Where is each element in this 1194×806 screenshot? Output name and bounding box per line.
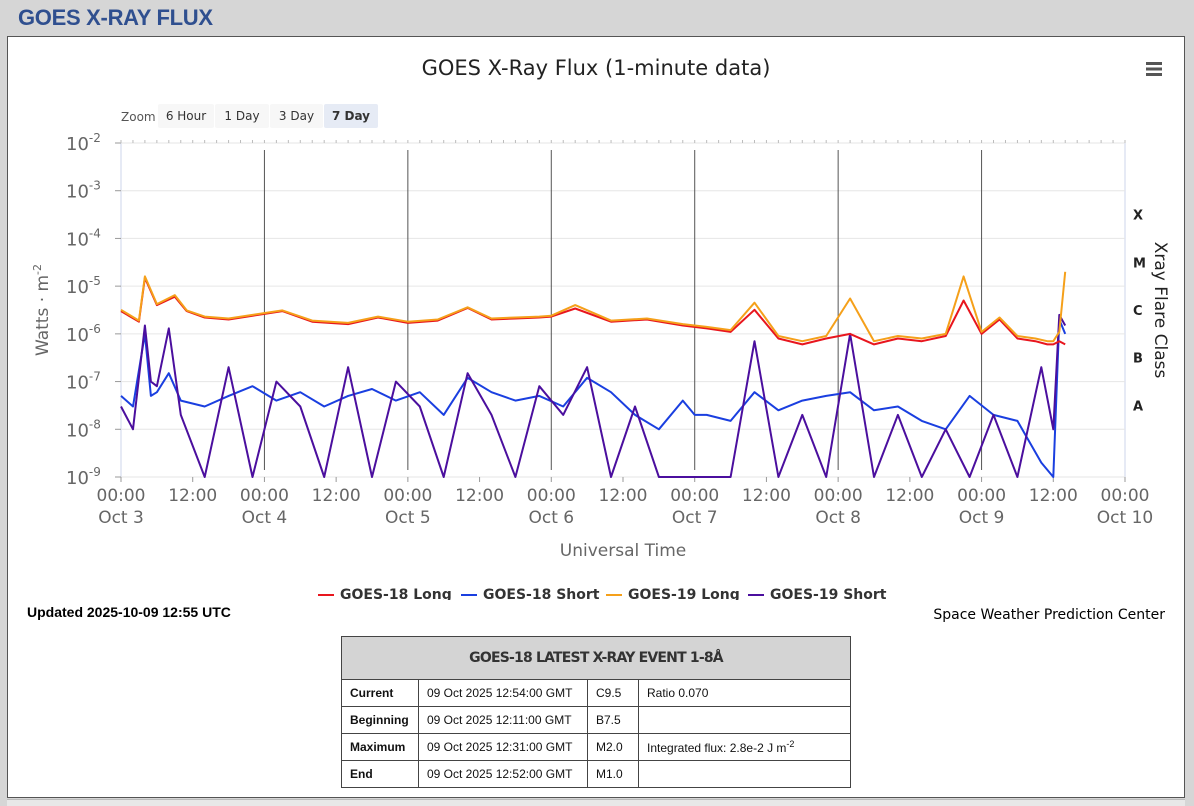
- event-class: B7.5: [587, 706, 639, 734]
- x-tick-time: 12:00: [168, 486, 217, 506]
- x-tick-date: Oct 10: [1097, 508, 1153, 528]
- x-tick-time: 00:00: [814, 486, 863, 506]
- event-table-title: GOES-18 LATEST X-RAY EVENT 1-8Å: [341, 636, 851, 680]
- table-row: Maximum 09 Oct 2025 12:31:00 GMT M2.0 In…: [341, 733, 851, 761]
- legend-label: GOES-19 Short: [770, 587, 887, 600]
- x-tick-time: 12:00: [455, 486, 504, 506]
- y-tick-label: 10-3: [66, 179, 101, 203]
- event-note: Ratio 0.070: [638, 679, 851, 707]
- x-tick-time: 12:00: [1029, 486, 1078, 506]
- legend-label: GOES-18 Long: [340, 587, 452, 600]
- event-note: Integrated flux: 2.8e-2 J m-2: [638, 733, 851, 761]
- zoom-label: Zoom: [121, 110, 156, 124]
- x-tick-date: Oct 7: [672, 508, 718, 528]
- legend-label: GOES-18 Short: [483, 587, 600, 600]
- row-label: Beginning: [341, 706, 419, 734]
- series-line-goes-19-long: [120, 271, 1067, 343]
- updated-timestamp: Updated 2025-10-09 12:55 UTC: [27, 604, 231, 620]
- flare-class-label: B: [1133, 352, 1143, 367]
- y-axis-label: Watts · m-2: [31, 264, 53, 356]
- x-tick-time: 00:00: [240, 486, 289, 506]
- credit-text: Space Weather Prediction Center: [933, 607, 1165, 623]
- zoom-button-6-hour[interactable]: 6 Hour: [158, 104, 214, 128]
- event-time: 09 Oct 2025 12:52:00 GMT: [418, 760, 588, 788]
- legend: GOES-18 Long GOES-18 Short GOES-19 Long GOE…: [318, 587, 887, 600]
- row-label: Current: [341, 679, 419, 707]
- flare-class-label: C: [1133, 304, 1143, 319]
- x-tick-date: Oct 6: [528, 508, 574, 528]
- x-tick-time: 00:00: [383, 486, 432, 506]
- event-note: [638, 760, 851, 788]
- latest-event-table: GOES-18 LATEST X-RAY EVENT 1-8Å Current …: [341, 636, 851, 788]
- flare-class-label: M: [1133, 256, 1146, 271]
- svg-text:1 Day: 1 Day: [224, 109, 259, 123]
- legend-item[interactable]: GOES-19 Long: [606, 587, 740, 600]
- svg-text:3 Day: 3 Day: [279, 109, 314, 123]
- y-tick-label: 10-6: [66, 322, 101, 346]
- x-tick-time: 12:00: [312, 486, 361, 506]
- zoom-button-3-day[interactable]: 3 Day: [270, 104, 323, 128]
- zoom-button-7-day[interactable]: 7 Day: [324, 104, 378, 128]
- x-tick-date: Oct 4: [242, 508, 288, 528]
- x-tick-time: 12:00: [885, 486, 934, 506]
- y-tick-label: 10-5: [66, 274, 101, 298]
- x-tick-date: Oct 5: [385, 508, 431, 528]
- row-label: End: [341, 760, 419, 788]
- hamburger-menu-icon[interactable]: [1140, 56, 1168, 82]
- chart-title: GOES X-Ray Flux (1-minute data): [422, 56, 771, 80]
- flare-class-axis-label: Xray Flare Class: [1150, 242, 1170, 379]
- legend-item[interactable]: GOES-18 Short: [461, 587, 600, 600]
- x-tick-time: 00:00: [1101, 486, 1150, 506]
- x-tick-time: 00:00: [527, 486, 576, 506]
- y-tick-label: 10-8: [66, 417, 101, 441]
- page-title: GOES X-RAY FLUX: [18, 5, 213, 30]
- y-tick-label: 10-7: [66, 370, 101, 394]
- series-line-goes-19-short: [120, 313, 1067, 478]
- legend-label: GOES-19 Long: [628, 587, 740, 600]
- legend-item[interactable]: GOES-19 Short: [748, 587, 887, 600]
- x-axis-label: Universal Time: [560, 541, 686, 561]
- zoom-buttons: 6 Hour 1 Day 3 Day 7 Day: [158, 104, 378, 128]
- flare-class-label: X: [1133, 209, 1143, 224]
- x-tick-time: 00:00: [97, 486, 146, 506]
- svg-text:6 Hour: 6 Hour: [166, 109, 206, 123]
- xray-flux-chart: GOES X-Ray Flux (1-minute data) Zoom 6 H…: [31, 56, 1170, 600]
- table-row: End 09 Oct 2025 12:52:00 GMT M1.0: [341, 760, 851, 788]
- x-tick-time: 00:00: [957, 486, 1006, 506]
- svg-text:7 Day: 7 Day: [332, 109, 370, 123]
- event-class: C9.5: [587, 679, 639, 707]
- y-tick-label: 10-2: [66, 131, 101, 155]
- event-time: 09 Oct 2025 12:54:00 GMT: [418, 679, 588, 707]
- x-tick-time: 12:00: [742, 486, 791, 506]
- event-class: M2.0: [587, 733, 639, 761]
- plot-area: [120, 142, 1126, 478]
- y-tick-label: 10-9: [66, 465, 101, 489]
- x-tick-time: 00:00: [670, 486, 719, 506]
- x-tick-date: Oct 3: [98, 508, 144, 528]
- row-label: Maximum: [341, 733, 419, 761]
- x-tick-date: Oct 9: [959, 508, 1005, 528]
- table-row: Current 09 Oct 2025 12:54:00 GMT C9.5 Ra…: [341, 679, 851, 707]
- y-tick-label: 10-4: [66, 226, 101, 250]
- flare-class-label: A: [1133, 399, 1143, 414]
- x-tick-time: 12:00: [599, 486, 648, 506]
- table-row: Beginning 09 Oct 2025 12:11:00 GMT B7.5: [341, 706, 851, 734]
- event-time: 09 Oct 2025 12:11:00 GMT: [418, 706, 588, 734]
- legend-item[interactable]: GOES-18 Long: [318, 587, 452, 600]
- zoom-button-1-day[interactable]: 1 Day: [215, 104, 269, 128]
- event-note: [638, 706, 851, 734]
- bottom-scrollbar[interactable]: [7, 799, 1185, 806]
- event-time: 09 Oct 2025 12:31:00 GMT: [418, 733, 588, 761]
- x-tick-date: Oct 8: [815, 508, 861, 528]
- event-class: M1.0: [587, 760, 639, 788]
